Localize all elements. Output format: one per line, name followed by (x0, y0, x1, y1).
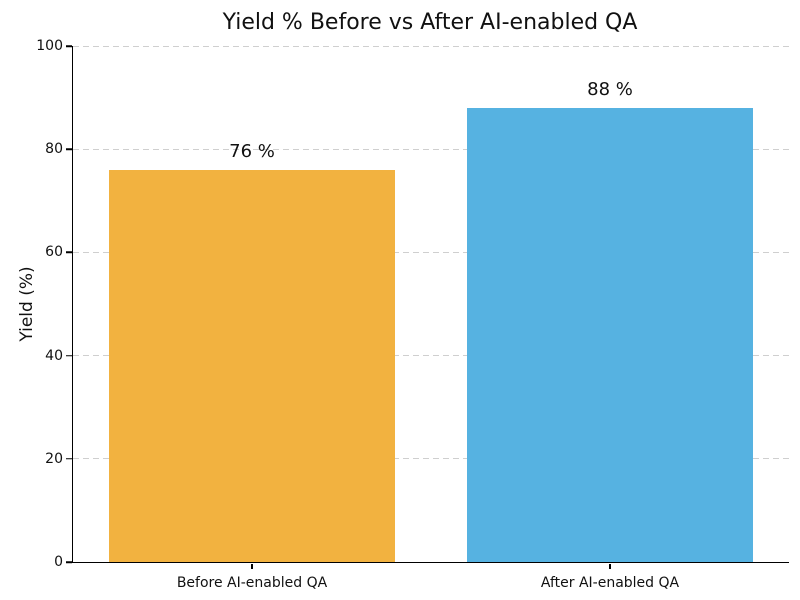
y-tick-mark-80 (66, 148, 72, 150)
y-tick-mark-100 (66, 45, 72, 47)
y-tick-mark-40 (66, 354, 72, 357)
x-tick-label: After AI-enabled QA (540, 575, 680, 591)
y-axis-label: Yield (%) (17, 266, 37, 342)
bar-after-ai-enabled-qa (466, 107, 754, 562)
x-tick-mark-0 (251, 563, 253, 569)
bar-before-ai-enabled-qa (108, 169, 396, 562)
y-tick-label: 20 (45, 450, 63, 467)
bar-value-label: 76 % (229, 140, 275, 162)
gridline-y-80 (73, 148, 789, 150)
x-tick-mark-1 (609, 563, 611, 569)
bar-value-label: 88 % (587, 78, 633, 100)
y-tick-mark-20 (66, 458, 72, 460)
x-tick-label: Before AI-enabled QA (176, 575, 328, 591)
gridline-y-40 (73, 355, 789, 357)
chart-title: Yield % Before vs After AI-enabled QA (222, 10, 638, 35)
y-tick-label: 100 (36, 38, 63, 54)
y-tick-mark-0 (66, 561, 72, 563)
plot-area: 0 20 40 60 80 100 76 % Before AI-enabled QA 88 %… (36, 38, 789, 591)
y-tick-mark-60 (66, 251, 72, 254)
gridline-y-100 (73, 45, 789, 47)
y-tick-label: 60 (45, 244, 63, 261)
y-tick-label: 80 (45, 141, 63, 158)
gridline-y-60 (73, 251, 789, 253)
gridline-y-20 (73, 458, 789, 460)
y-tick-label: 0 (54, 554, 63, 570)
y-tick-label: 40 (45, 347, 63, 364)
